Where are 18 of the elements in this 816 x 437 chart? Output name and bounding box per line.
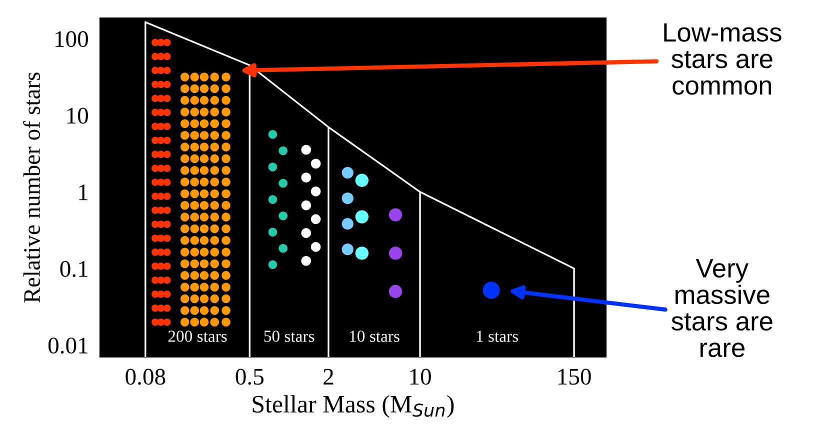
x-tick-label: 0.5 [236, 368, 264, 385]
x-tick-label: 0.08 [126, 368, 166, 385]
annotation: 50 stars [264, 330, 314, 342]
y-tick-label: 0.1 [60, 261, 88, 278]
text: Very massive stars are rare [672, 259, 772, 358]
x-axis-title: Stellar Mass (M$_{Sun}$) [252, 395, 454, 418]
x-tick-label: 2 [324, 368, 334, 384]
annotation: 200 stars [168, 330, 227, 342]
text: Low-mass stars are common [664, 23, 782, 95]
annotation: 1 stars [476, 330, 518, 342]
y-tick-label: 1 [79, 184, 88, 200]
annotation: 10 stars [350, 330, 400, 342]
x-tick-label: 10 [410, 368, 431, 385]
y-tick-label: 100 [56, 31, 88, 48]
y-axis-title: Relative number of stars [23, 72, 40, 303]
y-tick-label: 0.01 [48, 338, 88, 354]
x-tick-label: 150 [558, 368, 591, 385]
y-tick-label: 10 [67, 108, 88, 124]
